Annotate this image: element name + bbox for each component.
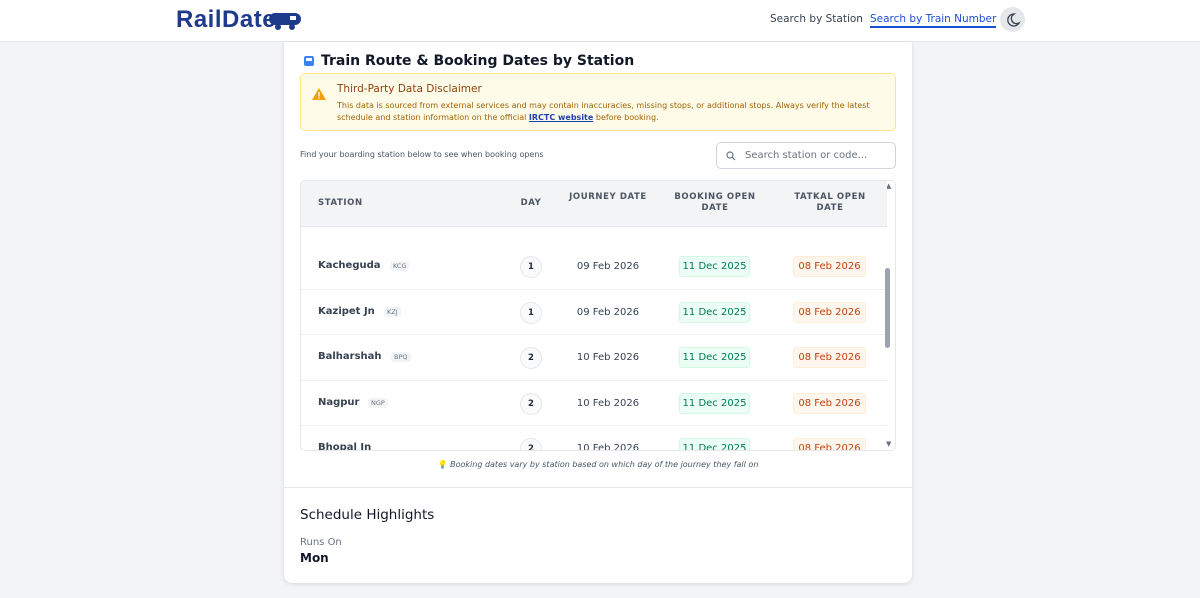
station-name: Nagpur bbox=[318, 396, 360, 408]
table-body: Kacheguda KCG 1 09 Feb 2026 11 Dec 2025 08 Fe… bbox=[301, 227, 887, 451]
disclaimer: Third-Party Data Disclaimer This data is… bbox=[300, 73, 896, 131]
table-header: STATION DAY JOURNEY DATE BOOKING OPEN DATE T… bbox=[301, 181, 887, 227]
tatkal-date: 08 Feb 2026 bbox=[793, 438, 866, 450]
day-badge: 2 bbox=[520, 347, 542, 369]
journey-date: 10 Feb 2026 bbox=[576, 443, 640, 451]
section-title: Train Route & Booking Dates by Station bbox=[321, 53, 635, 69]
station-code: KCG bbox=[390, 261, 410, 271]
tatkal-date: 08 Feb 2026 bbox=[793, 301, 866, 323]
helper-text: Find your boarding station below to see … bbox=[300, 150, 544, 159]
station-name: Balharshah bbox=[318, 351, 382, 362]
table-row: Kazipet Jn KZJ 1 09 Feb 2026 11 Dec 2025 08 F… bbox=[301, 290, 887, 335]
table-row: Kacheguda KCG 1 09 Feb 2026 11 Dec 2025 08 Fe… bbox=[301, 244, 887, 290]
disclaimer-text: This data is sourced from external servi… bbox=[337, 100, 882, 124]
link[interactable]: IRCTC website bbox=[528, 113, 594, 122]
footnote: 💡 Booking dates vary by station based on… bbox=[437, 460, 759, 469]
column-header: DAY bbox=[520, 198, 542, 208]
warning-icon bbox=[312, 88, 326, 100]
journey-date: 10 Feb 2026 bbox=[576, 352, 640, 363]
station-name: Kazipet Jn bbox=[318, 305, 375, 317]
table-row: Bhopal Jn 2 10 Feb 2026 11 Dec 2025 08 Feb 2… bbox=[301, 426, 887, 451]
text: This data is sourced from external servi… bbox=[337, 101, 870, 122]
tatkal-date: 08 Feb 2026 bbox=[793, 256, 866, 277]
station-name: Bhopal Jn bbox=[318, 442, 372, 451]
label: Runs On bbox=[300, 537, 342, 548]
text: before booking. bbox=[595, 113, 659, 122]
scroll-down[interactable]: ▼ bbox=[886, 440, 892, 448]
booking-date: 11 Dec 2025 bbox=[679, 256, 750, 277]
text: Booking dates vary by station based on w… bbox=[450, 460, 759, 469]
search-input[interactable]: Search station or code... bbox=[716, 142, 896, 169]
scroll-up[interactable]: ▲ bbox=[886, 182, 892, 190]
table: STATION DAY JOURNEY DATE BOOKING OPEN DATE T… bbox=[300, 180, 896, 451]
tatkal-date: 08 Feb 2026 bbox=[793, 347, 866, 368]
column-header: TATKAL OPEN DATE bbox=[794, 192, 866, 213]
logo[interactable]: RailDate bbox=[176, 6, 277, 33]
journey-date: 09 Feb 2026 bbox=[576, 306, 640, 318]
station-name: Kacheguda bbox=[318, 260, 381, 271]
tatkal-date: 08 Feb 2026 bbox=[793, 392, 866, 414]
theme-toggle[interactable] bbox=[1000, 7, 1025, 32]
journey-date: 10 Feb 2026 bbox=[576, 397, 640, 409]
booking-date: 11 Dec 2025 bbox=[679, 301, 750, 323]
booking-date: 11 Dec 2025 bbox=[679, 438, 750, 450]
header: RailDate Search by Station Search by Tra… bbox=[0, 0, 1200, 42]
booking-date: 11 Dec 2025 bbox=[679, 392, 750, 414]
icon bbox=[304, 56, 314, 66]
journey-date: 09 Feb 2026 bbox=[576, 261, 640, 272]
placeholder: Search station or code... bbox=[745, 150, 868, 161]
station-code: NGP bbox=[368, 397, 388, 408]
table-row: Nagpur NGP 2 10 Feb 2026 11 Dec 2025 08 Feb 2… bbox=[301, 381, 887, 426]
day-badge: 1 bbox=[520, 301, 542, 324]
station-code: KZJ bbox=[384, 306, 401, 317]
booking-date: 11 Dec 2025 bbox=[679, 347, 750, 368]
day-badge: 2 bbox=[520, 392, 542, 415]
column-header: JOURNEY DATE bbox=[569, 192, 647, 202]
column-header: BOOKING OPEN DATE bbox=[674, 192, 756, 213]
nav-link[interactable]: Search by Station bbox=[770, 13, 863, 25]
station-code: BPQ bbox=[391, 352, 411, 362]
train-icon bbox=[269, 13, 301, 30]
column-header: STATION bbox=[318, 198, 363, 208]
day-badge: 2 bbox=[520, 438, 542, 450]
highlights-title: Schedule Highlights bbox=[300, 507, 435, 523]
disclaimer-title: Third-Party Data Disclaimer bbox=[337, 83, 482, 95]
day-badge: 1 bbox=[520, 256, 542, 278]
divider bbox=[284, 487, 912, 488]
value: Mon bbox=[300, 551, 329, 565]
scrollbar[interactable] bbox=[885, 268, 890, 348]
table-row: Balharshah BPQ 2 10 Feb 2026 11 Dec 2025 08 F… bbox=[301, 335, 887, 381]
nav-link[interactable]: Search by Train Number bbox=[870, 13, 997, 28]
